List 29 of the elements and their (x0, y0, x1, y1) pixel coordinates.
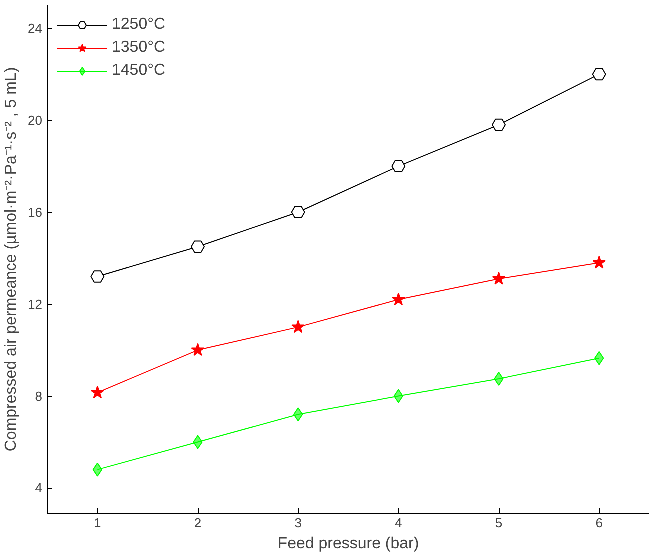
point (492, 272, 506, 285)
point (392, 160, 406, 173)
y-tick-label: 8 (35, 388, 43, 404)
x-tick-label: 6 (596, 516, 603, 530)
x-tick-label: 3 (294, 516, 302, 530)
point (90, 386, 104, 399)
y-axis-title: Compressed air permeance (µmol·m⁻²·Pa⁻¹·s⁻² , 5 mL) (3, 67, 20, 452)
y-tick-label: 12 (28, 296, 43, 312)
x-tick-label: 1 (94, 516, 102, 530)
legend-label: 1450°C (112, 62, 166, 80)
x-tick-label: 5 (495, 516, 503, 530)
x-tick-label: 2 (194, 516, 202, 530)
point (492, 118, 506, 132)
x-tick-label: 4 (395, 516, 402, 530)
y-tick-label: 4 (35, 480, 43, 496)
y-tick-label: 24 (28, 20, 43, 36)
x-axis-title: Feed pressure (bar) (278, 536, 420, 552)
legend-label: 1250°C (112, 16, 166, 34)
y-tick-label: 16 (28, 204, 43, 220)
y-tick-label: 20 (28, 112, 43, 128)
legend-label: 1350°C (112, 39, 166, 57)
point (392, 292, 406, 306)
point (592, 68, 606, 81)
point (291, 206, 306, 219)
point (90, 270, 105, 283)
point (592, 256, 606, 269)
point (292, 320, 306, 334)
point (191, 343, 205, 356)
point (191, 240, 205, 253)
